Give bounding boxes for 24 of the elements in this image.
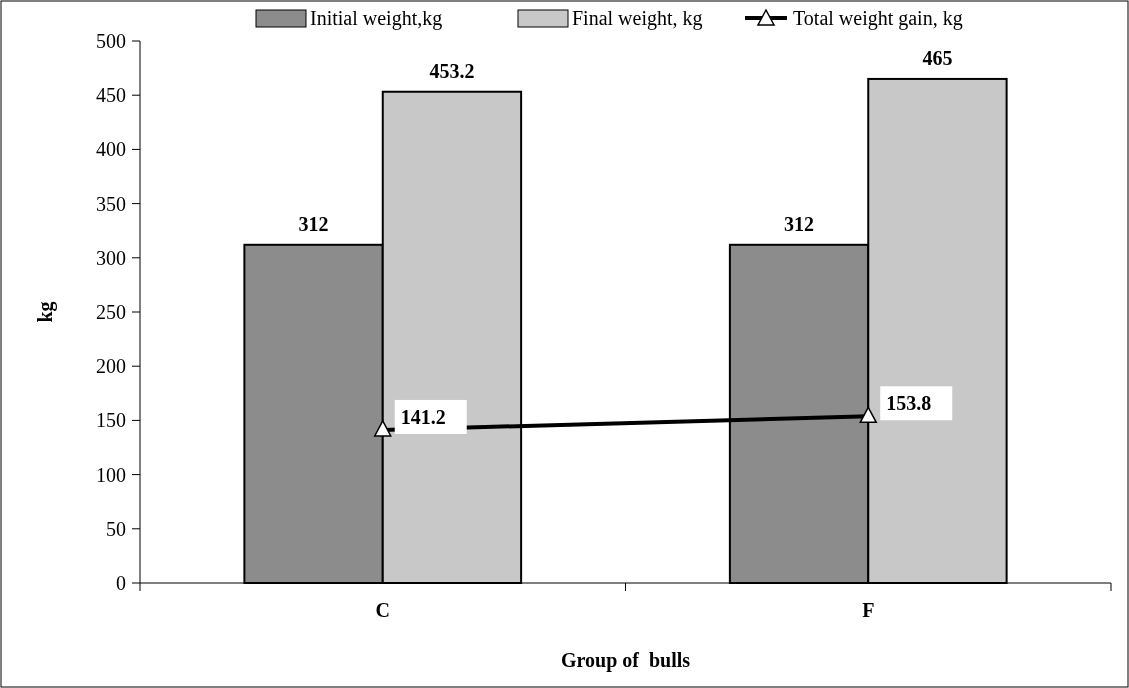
legend-label: Total weight gain, kg	[793, 7, 963, 30]
legend-label: Initial weight,kg	[310, 7, 443, 30]
data-label: 312	[298, 212, 329, 235]
y-tick-label: 500	[96, 30, 126, 52]
y-tick-label: 150	[96, 409, 126, 432]
y-tick-label: 50	[106, 517, 126, 540]
y-tick-label: 250	[96, 301, 126, 323]
y-tick-label: 0	[116, 572, 126, 594]
data-label: 141.2	[400, 405, 446, 428]
y-tick-label: 450	[96, 84, 126, 107]
data-label: 153.8	[886, 392, 932, 415]
data-label: 312	[784, 212, 815, 235]
x-tick-label: C	[375, 599, 390, 621]
y-tick-label: 350	[96, 192, 126, 215]
data-label: 453.2	[429, 59, 475, 82]
legend-label: Final weight, kg	[572, 7, 703, 30]
y-axis-title: kg	[34, 301, 57, 323]
x-tick-label: F	[862, 599, 875, 621]
data-label: 465	[922, 46, 953, 69]
x-axis-title: Group of bulls	[560, 649, 691, 672]
y-tick-label: 200	[96, 355, 126, 378]
y-tick-label: 400	[96, 138, 126, 161]
y-tick-label: 100	[96, 463, 126, 486]
y-tick-label: 300	[96, 246, 126, 269]
